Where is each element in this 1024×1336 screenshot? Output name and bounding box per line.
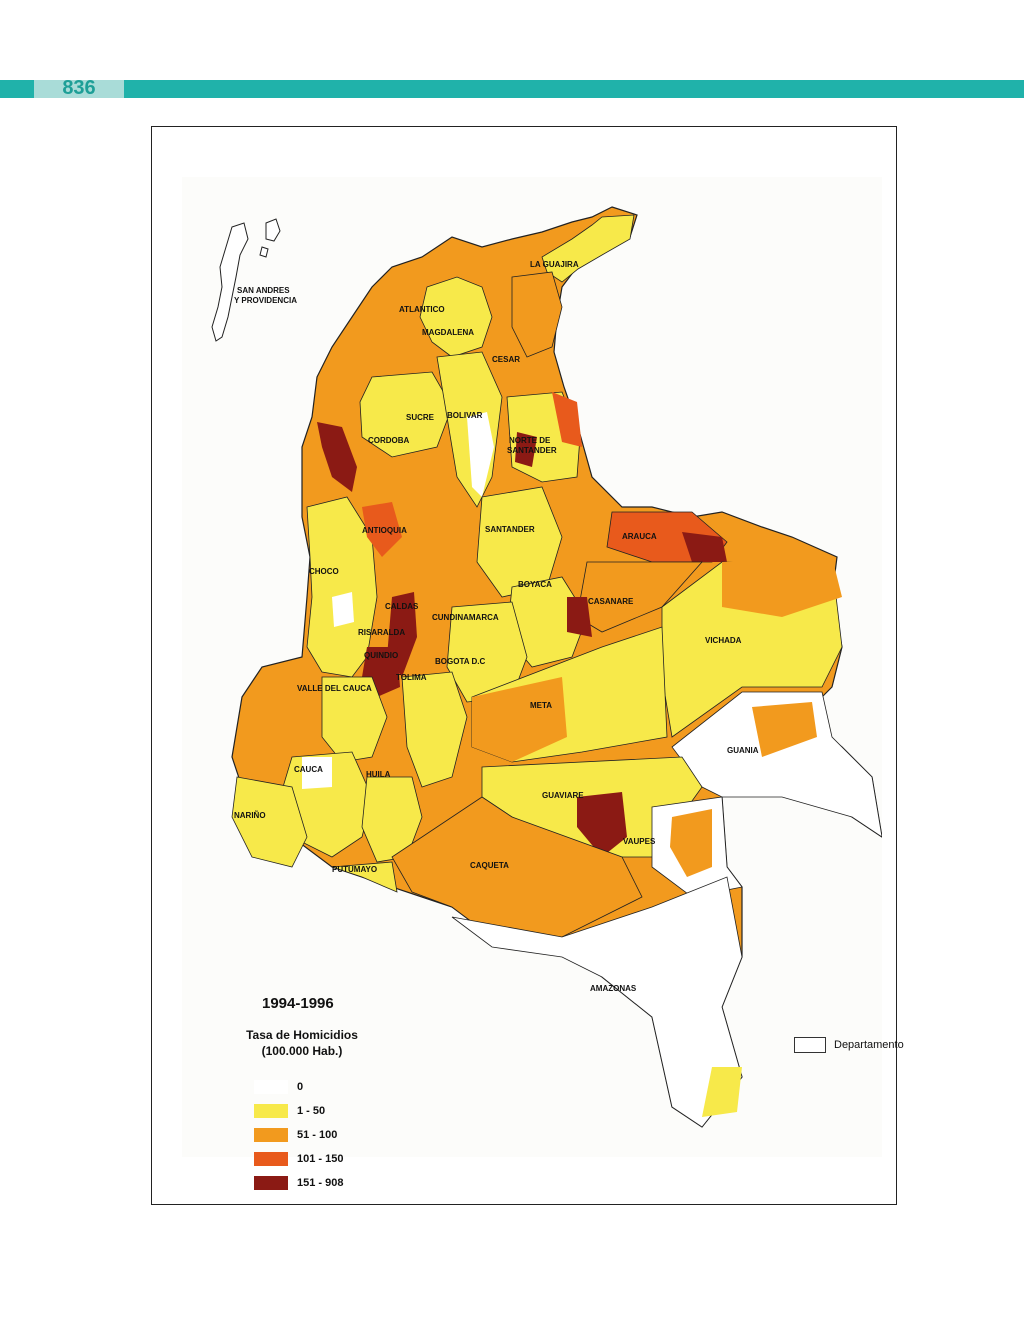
region-sucre-cordoba (359, 371, 453, 458)
region-narino (231, 776, 308, 868)
region-antioquia-red (362, 502, 402, 557)
label-atlantico: ATLANTICO (399, 305, 445, 314)
legend-swatch (254, 1176, 288, 1190)
page-number-tab (34, 80, 124, 98)
label-valle: VALLE DEL CAUCA (297, 684, 372, 693)
legend-swatch (254, 1080, 288, 1094)
region-leticia (702, 1067, 742, 1117)
label-la-guajira: LA GUAJIRA (530, 260, 579, 269)
label-cesar: CESAR (492, 355, 520, 364)
label-guaviare: GUAVIARE (542, 791, 584, 800)
label-caqueta: CAQUETA (470, 861, 509, 870)
label-narino: NARIÑO (234, 811, 266, 820)
legend-class-2: 51 - 100 (254, 1127, 337, 1143)
legend-swatch (254, 1128, 288, 1142)
page-number: 836 (62, 77, 96, 99)
legend-class-label: 151 - 908 (297, 1177, 344, 1189)
legend-class-label: 51 - 100 (297, 1129, 338, 1141)
label-cauca: CAUCA (294, 765, 323, 774)
legend-class-3: 101 - 150 (254, 1151, 343, 1167)
label-casanare: CASANARE (588, 597, 634, 606)
header-bar (0, 80, 1024, 98)
legend-class-4: 151 - 908 (254, 1175, 343, 1191)
legend-class-label: 101 - 150 (297, 1153, 344, 1165)
label-norte-2: SANTANDER (507, 446, 557, 455)
label-huila: HUILA (366, 770, 391, 779)
colombia-homicide-map: SAN ANDRES Y PROVIDENCIA LA GUAJIRA ATLA… (211, 206, 882, 1128)
region-la-guajira (541, 214, 635, 283)
legend-title-line1: Tasa de Homicidios (246, 1028, 358, 1042)
department-boundary-label: Departamento (834, 1039, 904, 1051)
label-san-andres-1: SAN ANDRES (237, 286, 290, 295)
region-caqueta (391, 796, 643, 938)
map-area: SAN ANDRES Y PROVIDENCIA LA GUAJIRA ATLA… (182, 177, 904, 1190)
legend-title-line2: (100.000 Hab.) (261, 1044, 343, 1058)
legend-class-label: 0 (297, 1081, 304, 1093)
label-choco: CHOCO (309, 567, 339, 576)
label-vaupes: VAUPES (623, 837, 656, 846)
label-meta: META (530, 701, 552, 710)
legend-swatch (254, 1152, 288, 1166)
legend-title: Tasa de Homicidios (100.000 Hab.) (232, 1027, 372, 1059)
region-meta-orange (472, 677, 567, 762)
department-labels: SAN ANDRES Y PROVIDENCIA LA GUAJIRA ATLA… (234, 260, 759, 993)
label-sucre: SUCRE (406, 413, 435, 422)
label-arauca: ARAUCA (622, 532, 657, 541)
label-putumayo: PUTUMAYO (332, 865, 377, 874)
legend-swatch (254, 1104, 288, 1118)
label-amazonas: AMAZONAS (590, 984, 637, 993)
label-norte-1: NORTE DE (509, 436, 551, 445)
region-norte-dark (515, 432, 537, 467)
region-guainia (671, 691, 882, 838)
region-cauca-white (302, 757, 332, 789)
region-casanare-dark (567, 597, 592, 637)
region-vaupes-orange (670, 809, 712, 877)
label-magdalena: MAGDALENA (422, 328, 474, 337)
region-uraba (317, 422, 357, 492)
region-valle (321, 676, 388, 763)
region-cesar (511, 271, 563, 358)
label-cundinamarca: CUNDINAMARCA (432, 613, 499, 622)
label-santander: SANTANDER (485, 525, 535, 534)
region-putumayo (331, 861, 398, 893)
label-quindio: QUINDIO (364, 651, 398, 660)
label-guainia: GUANIA (727, 746, 759, 755)
region-guainia-orange (752, 702, 817, 757)
magdalena-river-white (467, 412, 494, 497)
region-atlantico-magdalena (419, 276, 493, 358)
legend-class-0: 0 (254, 1079, 303, 1095)
region-norte-red (552, 392, 582, 447)
region-guaviare-dark (577, 792, 627, 857)
label-antioquia: ANTIOQUIA (362, 526, 407, 535)
label-risaralda: RISARALDA (358, 628, 405, 637)
region-vichada-orange (722, 557, 842, 617)
legend-class-label: 1 - 50 (297, 1105, 326, 1117)
label-bogota: BOGOTA D.C (435, 657, 485, 666)
san-andres-islands (211, 218, 281, 342)
label-vichada: VICHADA (705, 636, 742, 645)
label-boyaca: BOYACA (518, 580, 552, 589)
department-boundary-swatch (794, 1037, 826, 1053)
label-cordoba: CORDOBA (368, 436, 410, 445)
department-boundary-legend: Departamento (794, 1037, 904, 1053)
region-tolima (401, 671, 468, 788)
legend-class-1: 1 - 50 (254, 1103, 325, 1119)
label-tolima: TOLIMA (396, 673, 427, 682)
region-arauca-dark (682, 532, 727, 562)
label-san-andres-2: Y PROVIDENCIA (234, 296, 297, 305)
map-frame: SAN ANDRES Y PROVIDENCIA LA GUAJIRA ATLA… (151, 126, 904, 1205)
label-bolivar: BOLIVAR (447, 411, 483, 420)
region-choco-white (332, 592, 354, 627)
legend-period: 1994-1996 (262, 995, 334, 1012)
label-caldas: CALDAS (385, 602, 419, 611)
